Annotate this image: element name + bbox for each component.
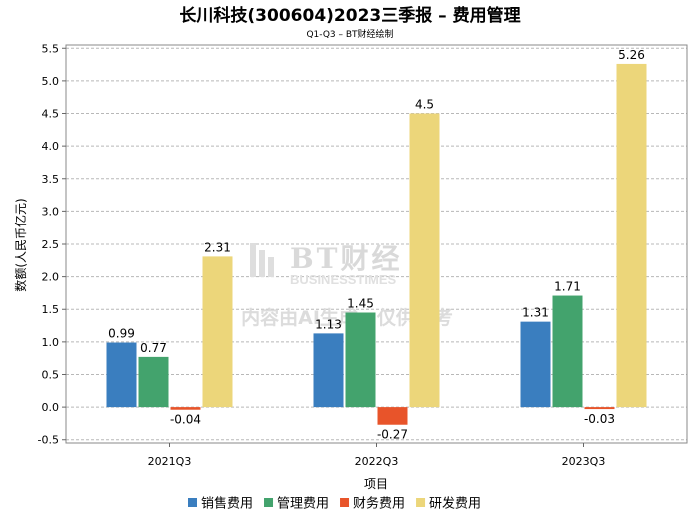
data-label-2021Q3-财务费用: -0.04 bbox=[170, 413, 201, 427]
bar-2022Q3-管理费用 bbox=[345, 312, 376, 408]
data-label-2021Q3-研发费用: 2.31 bbox=[204, 240, 231, 254]
data-label-2023Q3-研发费用: 5.26 bbox=[618, 48, 645, 62]
data-label-2023Q3-管理费用: 1.71 bbox=[554, 280, 581, 294]
chart-title: 长川科技(300604)2023三季报 – 费用管理 bbox=[179, 5, 520, 26]
data-label-2022Q3-销售费用: 1.13 bbox=[315, 317, 342, 331]
watermark-brand-en: BUSINESSTIMES bbox=[290, 272, 397, 287]
data-label-2021Q3-管理费用: 0.77 bbox=[140, 341, 167, 355]
bar-2021Q3-研发费用 bbox=[202, 256, 233, 408]
data-label-2021Q3-销售费用: 0.99 bbox=[108, 327, 135, 341]
bar-2021Q3-财务费用 bbox=[170, 407, 201, 410]
watermark: BT财经 BUSINESSTIMES 内容由AI生成，仅供参考 bbox=[241, 242, 453, 329]
y-ticks: -0.5 0.0 0.5 1.0 1.5 2.0 2.5 3.0 3.5 4.0 4.5 5.0 5.5 bbox=[38, 42, 66, 447]
x-tick-label: 2023Q3 bbox=[562, 455, 606, 468]
legend-item: 管理费用 bbox=[277, 497, 329, 512]
x-tick-label: 2022Q3 bbox=[355, 455, 399, 468]
y-tick-label: 0.5 bbox=[42, 368, 60, 381]
legend: 销售费用 管理费用 财务费用 研发费用 bbox=[188, 496, 481, 512]
watermark-brand: BT财经 bbox=[290, 242, 403, 275]
legend-item: 销售费用 bbox=[201, 496, 253, 512]
y-tick-label: 5.0 bbox=[42, 75, 60, 88]
y-tick-label: 2.0 bbox=[42, 271, 60, 284]
x-tick-label: 2021Q3 bbox=[148, 455, 192, 468]
y-tick-label: 4.0 bbox=[42, 140, 60, 153]
data-label-2022Q3-管理费用: 1.45 bbox=[347, 297, 374, 311]
bar-2023Q3-研发费用 bbox=[616, 63, 647, 408]
legend-swatch-财务费用 bbox=[340, 498, 350, 507]
y-tick-label: 5.5 bbox=[42, 42, 60, 55]
bars bbox=[106, 63, 647, 425]
y-tick-label: 0.0 bbox=[42, 401, 60, 414]
y-axis-label: 数额(人民币亿元) bbox=[13, 198, 28, 291]
y-tick-label: -0.5 bbox=[38, 434, 59, 447]
x-ticks: 2021Q3 2022Q3 2023Q3 bbox=[148, 443, 606, 468]
x-axis-label: 项目 bbox=[364, 477, 388, 491]
y-tick-label: 4.5 bbox=[42, 108, 60, 121]
data-label-2022Q3-研发费用: 4.5 bbox=[415, 98, 434, 112]
bar-2023Q3-财务费用 bbox=[584, 407, 615, 410]
y-tick-label: 2.5 bbox=[42, 238, 60, 251]
data-label-2023Q3-销售费用: 1.31 bbox=[522, 306, 549, 320]
legend-swatch-销售费用 bbox=[188, 498, 197, 507]
legend-swatch-管理费用 bbox=[264, 498, 274, 507]
bar-2022Q3-研发费用 bbox=[409, 113, 440, 408]
chart-subtitle: Q1-Q3 – BT财经绘制 bbox=[306, 28, 393, 40]
legend-item: 研发费用 bbox=[429, 496, 481, 512]
bt-logo-icon bbox=[250, 243, 274, 277]
y-tick-label: 3.0 bbox=[42, 205, 60, 218]
data-labels: 0.99 0.77 -0.04 2.31 1.13 1.45 -0.27 4.5 1.31 1.7… bbox=[108, 48, 645, 442]
legend-swatch-研发费用 bbox=[416, 498, 426, 507]
y-tick-label: 1.5 bbox=[42, 303, 60, 316]
data-label-2022Q3-财务费用: -0.27 bbox=[377, 428, 408, 442]
y-tick-label: 1.0 bbox=[42, 336, 60, 349]
bar-2021Q3-销售费用 bbox=[106, 342, 137, 408]
bar-2023Q3-销售费用 bbox=[520, 321, 551, 408]
bar-2023Q3-管理费用 bbox=[552, 295, 583, 408]
data-label-2023Q3-财务费用: -0.03 bbox=[584, 412, 615, 426]
y-tick-label: 3.5 bbox=[42, 173, 60, 186]
bar-2021Q3-管理费用 bbox=[138, 356, 169, 408]
legend-item: 财务费用 bbox=[353, 496, 405, 512]
bar-2022Q3-财务费用 bbox=[377, 407, 408, 425]
gridlines bbox=[66, 47, 687, 441]
bar-2022Q3-销售费用 bbox=[313, 333, 344, 408]
